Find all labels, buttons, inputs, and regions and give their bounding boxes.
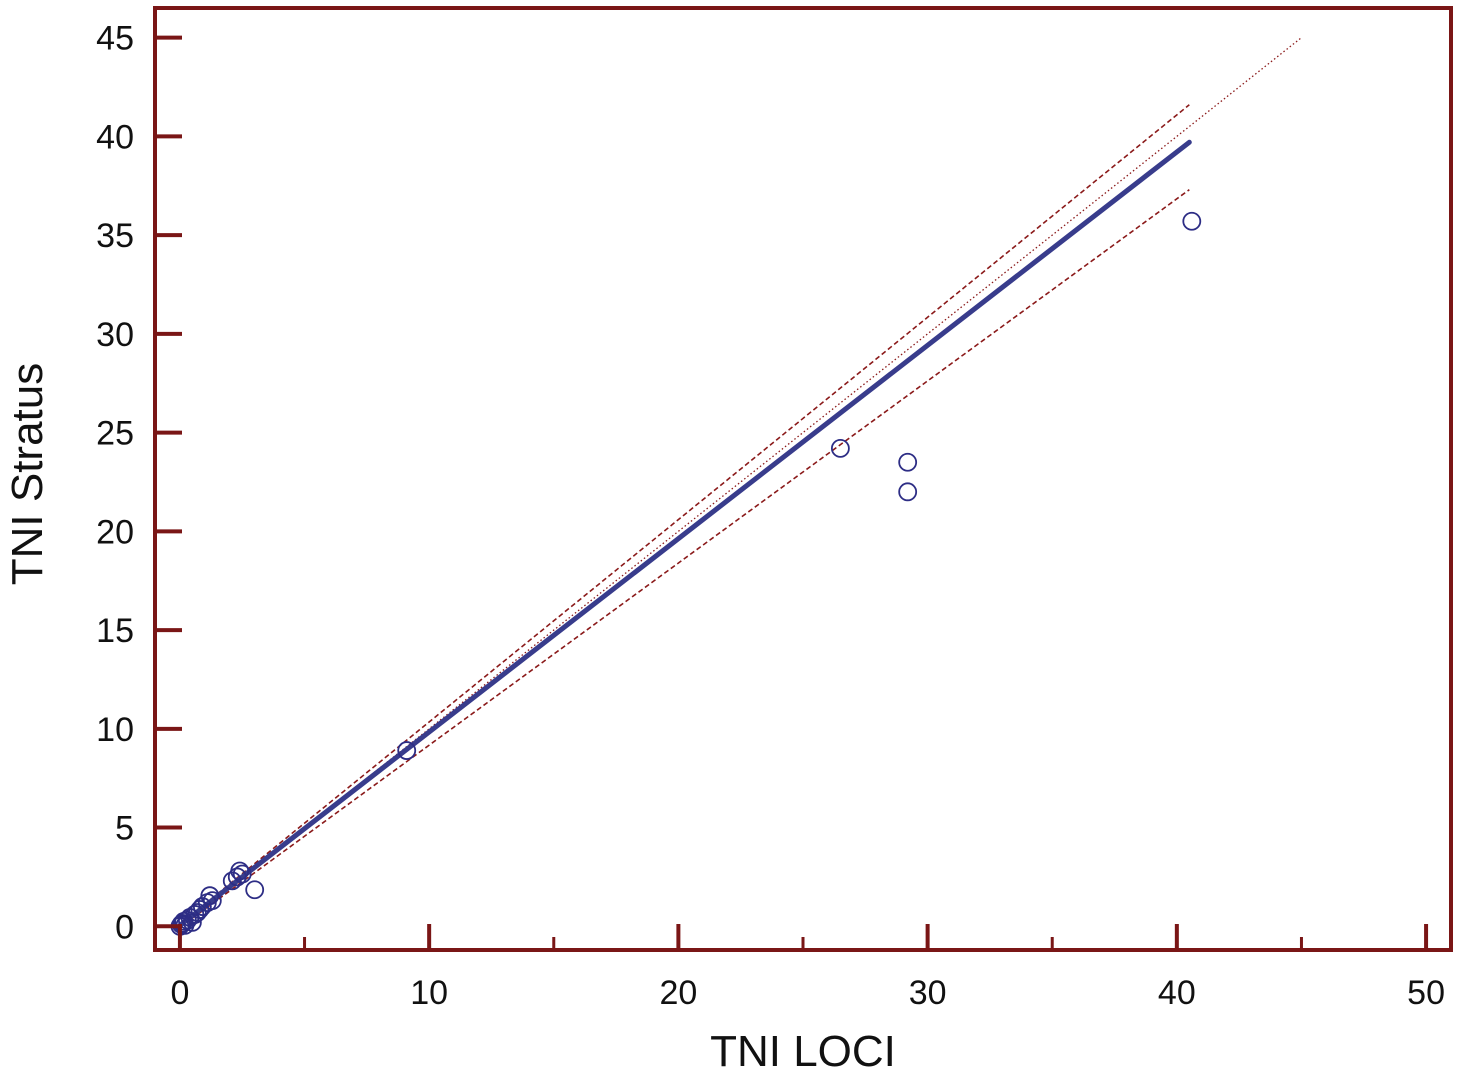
x-tick-label: 50: [1407, 974, 1445, 1012]
y-tick-label: 0: [115, 908, 134, 946]
confidence-lower-line: [179, 189, 1190, 928]
y-tick-label: 20: [96, 513, 134, 551]
x-tick-label: 10: [410, 974, 448, 1012]
y-tick-label: 40: [96, 118, 134, 156]
data-point: [232, 864, 252, 884]
x-tick-label: 20: [659, 974, 697, 1012]
x-tick-label: 40: [1158, 974, 1196, 1012]
x-axis-ticks: 0 10 20 30 40 50: [170, 924, 1445, 1012]
y-tick-label: 25: [96, 415, 134, 453]
data-point: [830, 438, 850, 458]
data-point: [187, 903, 207, 922]
data-point: [1182, 211, 1202, 231]
data-point: [230, 861, 250, 881]
regression-line: [177, 139, 1192, 928]
y-tick-label: 15: [96, 612, 134, 650]
y-tick-label: 45: [96, 20, 134, 58]
y-tick-label: 35: [96, 217, 134, 255]
y-tick-label: 30: [96, 316, 134, 354]
y-tick-label: 5: [115, 810, 134, 848]
data-point: [245, 880, 265, 900]
data-points: [170, 211, 1202, 936]
data-point: [898, 452, 918, 472]
x-tick-label: 30: [909, 974, 947, 1012]
data-point: [202, 891, 222, 911]
y-tick-label: 10: [96, 711, 134, 749]
data-point: [898, 482, 918, 502]
y-axis-title: TNI Stratus: [3, 363, 52, 586]
identity-line: [179, 37, 1302, 927]
plot-frame: [153, 6, 1453, 952]
x-axis-title: TNI LOCI: [710, 1027, 896, 1076]
data-point: [222, 871, 242, 891]
x-tick-label: 0: [170, 974, 189, 1012]
data-point: [397, 741, 417, 760]
identity-line-group: [179, 37, 1302, 927]
regression-line-group: [177, 139, 1192, 928]
confidence-band-lines: [179, 104, 1190, 928]
confidence-upper-line: [179, 104, 1190, 925]
y-axis-ticks: 0 5 10 15 20 25 30 35 40 45: [96, 20, 182, 946]
